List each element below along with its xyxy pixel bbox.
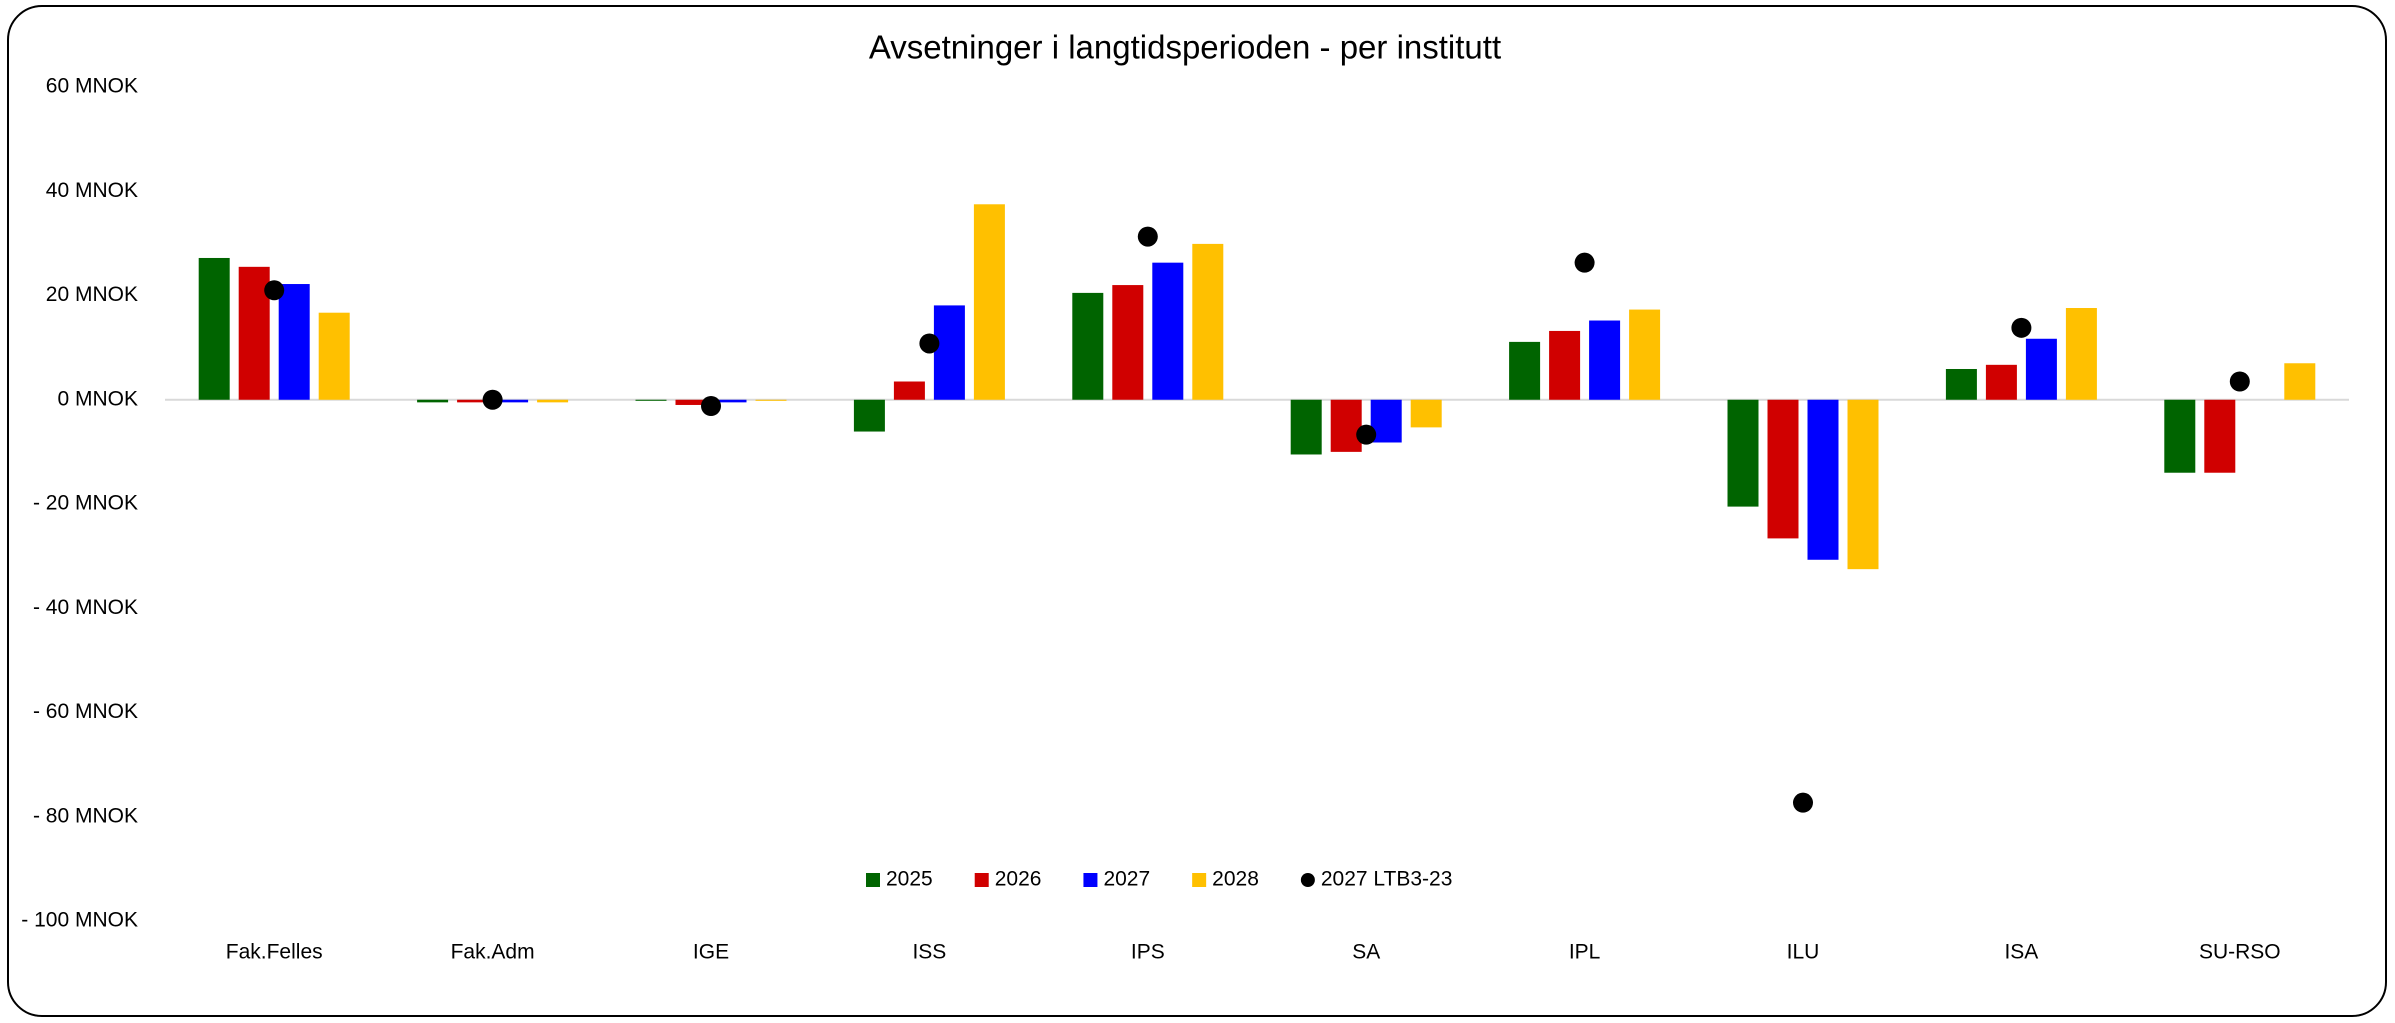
x-tick-label: ISA	[2004, 941, 2038, 964]
dot	[1793, 792, 1813, 813]
bar	[1847, 399, 1879, 570]
bar	[1807, 399, 1839, 560]
bar	[2164, 399, 2196, 473]
dot	[2229, 371, 2250, 392]
legend-label: 2028	[1212, 868, 1259, 891]
bar	[755, 399, 787, 401]
y-tick-label: 60 MNOK	[46, 75, 138, 98]
y-tick-label: 0 MNOK	[57, 387, 138, 410]
bar	[1945, 368, 1977, 400]
bar	[2065, 308, 2097, 400]
bar	[1589, 320, 1621, 400]
bar	[1112, 285, 1144, 400]
bar	[537, 399, 569, 403]
y-tick-label: 20 MNOK	[46, 283, 138, 306]
bar	[973, 204, 1005, 400]
y-tick-label: 40 MNOK	[46, 179, 138, 202]
bar	[635, 399, 667, 401]
legend-marker	[1300, 873, 1315, 887]
y-tick-label: - 80 MNOK	[33, 804, 138, 827]
bar	[715, 399, 747, 403]
bar	[278, 284, 310, 400]
legend-label: 2026	[995, 868, 1042, 891]
x-tick-label: IGE	[693, 941, 729, 964]
bar	[1727, 399, 1759, 507]
y-tick-label: - 20 MNOK	[33, 492, 138, 515]
x-tick-label: IPS	[1131, 941, 1165, 964]
bar	[1192, 243, 1224, 400]
dot	[1137, 226, 1158, 247]
dot	[1574, 252, 1595, 273]
y-tick-label: - 40 MNOK	[33, 596, 138, 619]
bar	[1290, 399, 1322, 455]
bar	[1410, 399, 1442, 428]
x-tick-label: Fak.Adm	[451, 941, 535, 964]
x-tick-label: SA	[1352, 941, 1380, 964]
x-tick-label: ISS	[912, 941, 946, 964]
bar	[2025, 338, 2057, 400]
legend-swatch	[974, 873, 989, 887]
bar	[497, 399, 529, 403]
legend-label: 2027 LTB3-23	[1321, 868, 1453, 891]
legend-label: 2025	[886, 868, 933, 891]
bar	[675, 399, 707, 405]
legend-label: 2027	[1103, 868, 1150, 891]
bar	[933, 305, 965, 400]
dot	[701, 396, 721, 417]
dot	[1356, 424, 1377, 445]
x-tick-label: IPL	[1569, 941, 1601, 964]
bar	[2284, 363, 2316, 400]
legend-swatch	[866, 873, 880, 887]
bar	[1549, 330, 1581, 400]
bar	[893, 381, 925, 400]
y-tick-label: - 100 MNOK	[21, 909, 138, 932]
dot	[2011, 317, 2032, 338]
x-tick-label: Fak.Felles	[226, 941, 323, 964]
bar	[1985, 364, 2017, 400]
bar	[198, 257, 230, 400]
bar	[853, 399, 885, 432]
legend-swatch	[1083, 873, 1098, 887]
chart-title: Avsetninger i langtidsperioden - per ins…	[869, 29, 1501, 66]
chart-border	[7, 5, 2387, 1017]
bar	[2204, 399, 2236, 473]
y-tick-label: - 60 MNOK	[33, 700, 138, 723]
bar	[318, 312, 350, 400]
x-tick-label: SU-RSO	[2199, 941, 2281, 964]
bar	[1072, 292, 1104, 400]
bar	[417, 399, 449, 403]
dot	[919, 333, 940, 354]
dot	[482, 389, 503, 410]
bar	[1629, 309, 1661, 400]
bar	[1152, 262, 1184, 400]
bar	[1767, 399, 1799, 539]
dot	[264, 280, 285, 301]
bar	[1509, 341, 1541, 400]
bar	[457, 399, 489, 403]
x-tick-label: ILU	[1787, 941, 1820, 964]
bar	[1330, 399, 1362, 452]
legend-swatch	[1192, 873, 1207, 887]
